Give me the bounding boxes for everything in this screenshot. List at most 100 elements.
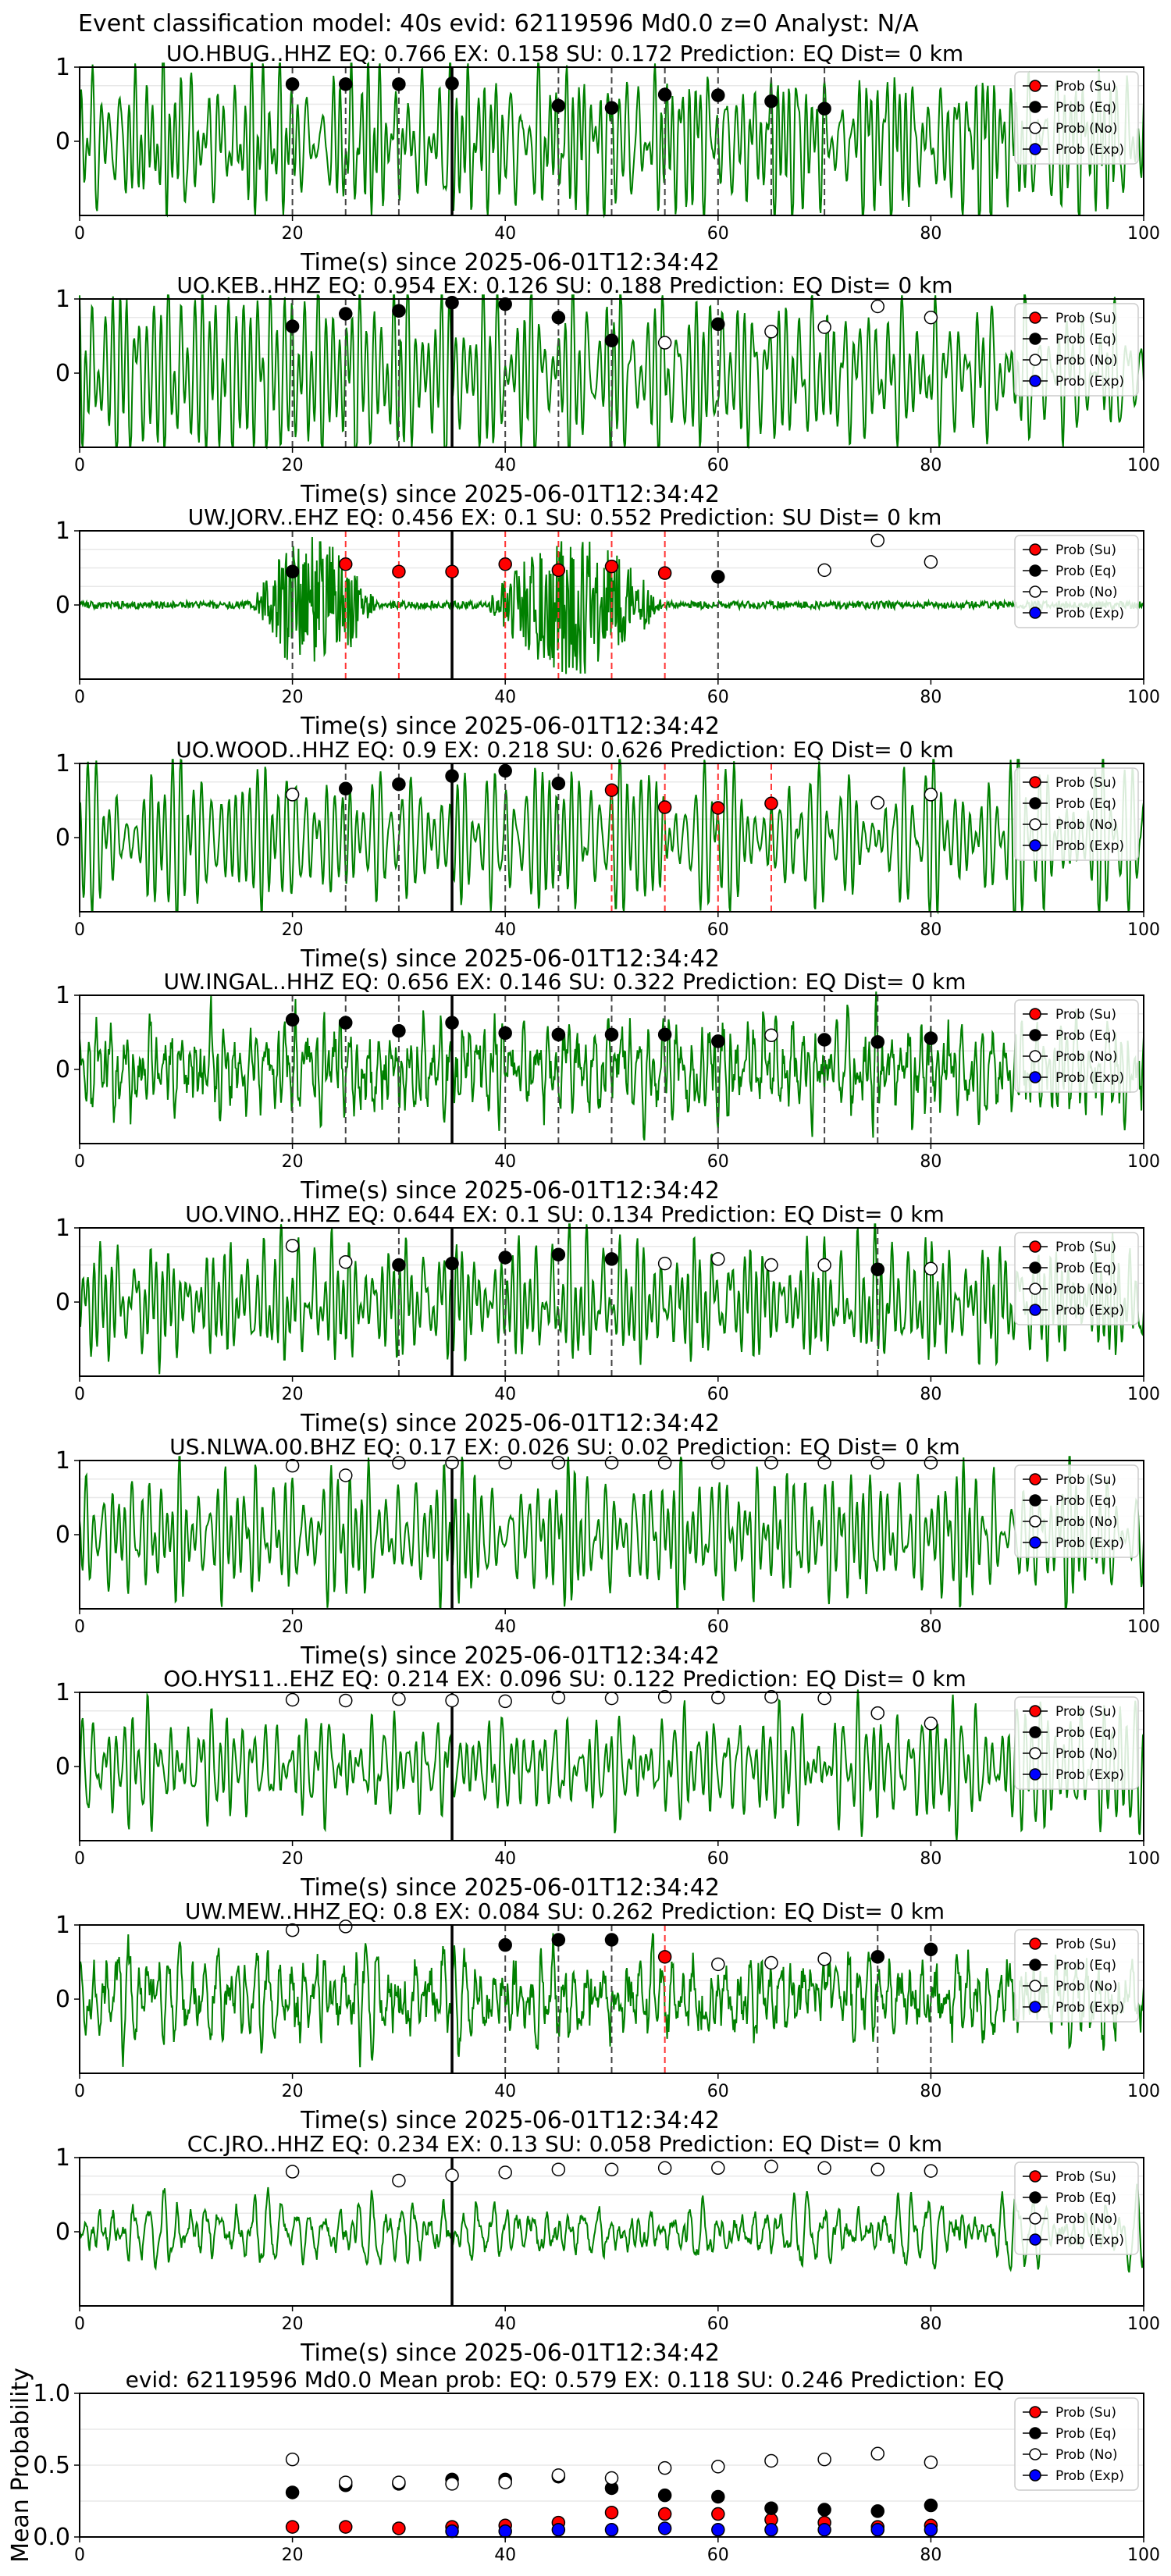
panel-7: US.NLWA.00.BHZ EQ: 0.17 EX: 0.026 SU: 0.… xyxy=(55,1434,1160,1670)
mean-point-no xyxy=(392,2475,406,2489)
mean-point-exp xyxy=(711,2523,725,2537)
prob-point-no xyxy=(604,2162,619,2176)
prob-point-no xyxy=(711,2161,725,2176)
mean-point-eq xyxy=(711,2489,725,2504)
x-tick-label: 40 xyxy=(494,1152,516,1172)
prob-point-no xyxy=(764,1258,778,1272)
prob-point-no xyxy=(764,2159,778,2174)
prob-point-no xyxy=(339,1254,353,1269)
legend-label: Prob (Su) xyxy=(1055,1007,1116,1023)
prob-point-eq xyxy=(870,1950,884,1964)
prob-point-eq xyxy=(339,77,353,91)
legend-box xyxy=(1014,2161,1139,2255)
mean-point-no xyxy=(657,2460,672,2475)
legend-marker-su xyxy=(1029,1240,1041,1253)
y-tick-label: 0 xyxy=(55,824,70,852)
x-tick-label: 80 xyxy=(920,2082,941,2101)
prob-point-eq xyxy=(711,570,725,584)
mean-point-no xyxy=(339,2475,353,2489)
mean-point-exp xyxy=(924,2523,938,2537)
x-tick-label: 100 xyxy=(1127,2314,1160,2334)
legend-marker-eq xyxy=(1029,797,1041,809)
prob-point-no xyxy=(924,1261,938,1276)
mean-point-su xyxy=(657,2507,672,2521)
x-tick-label: 100 xyxy=(1127,1152,1160,1172)
prob-point-su xyxy=(551,563,566,578)
x-tick-label: 0 xyxy=(74,1617,85,1637)
prob-point-eq xyxy=(392,77,406,91)
x-tick-label: 40 xyxy=(494,1617,516,1637)
prob-point-no xyxy=(870,533,884,548)
prob-point-no xyxy=(392,1456,406,1470)
prob-point-no xyxy=(339,1693,353,1708)
prob-point-no xyxy=(817,320,831,334)
mean-point-eq xyxy=(817,2503,831,2517)
panel-4: UO.WOOD..HHZ EQ: 0.9 EX: 0.218 SU: 0.626… xyxy=(55,737,1160,973)
legend-marker-no xyxy=(1029,2448,1041,2460)
x-tick-label: 100 xyxy=(1127,224,1160,244)
x-tick-label: 20 xyxy=(282,1849,304,1869)
y-tick-label: 1 xyxy=(55,982,70,1009)
legend-label: Prob (No) xyxy=(1055,121,1118,137)
prob-point-no xyxy=(657,1689,672,1704)
legend-label: Prob (Eq) xyxy=(1055,2190,1116,2206)
prob-point-eq xyxy=(551,311,566,325)
x-tick-label: 0 xyxy=(74,1152,85,1172)
prob-point-no xyxy=(285,1239,300,1253)
prob-point-eq xyxy=(498,297,512,311)
prob-point-no xyxy=(657,1456,672,1470)
prob-point-no xyxy=(285,788,300,802)
y-axis-label: Mean Probability xyxy=(7,2368,34,2563)
legend-marker-exp xyxy=(1029,2233,1041,2246)
legend-box xyxy=(1014,767,1139,861)
prob-point-su xyxy=(604,783,619,797)
legend-label: Prob (Exp) xyxy=(1055,1535,1124,1551)
panels: UO.HBUG..HHZ EQ: 0.766 EX: 0.158 SU: 0.1… xyxy=(7,41,1160,2565)
prob-point-eq xyxy=(445,76,459,91)
mean-point-eq xyxy=(657,2488,672,2503)
y-tick-label: 1.0 xyxy=(33,2380,70,2407)
prob-point-no xyxy=(924,1717,938,1731)
mean-point-exp xyxy=(817,2523,831,2537)
x-tick-label: 40 xyxy=(494,1385,516,1404)
legend: Prob (Su) Prob (Eq) Prob (No) Prob (Exp) xyxy=(1014,1696,1139,1790)
prob-point-su xyxy=(657,1950,672,1964)
prob-point-su xyxy=(764,796,778,811)
waveform-trace xyxy=(79,991,1144,1141)
mean-point-no xyxy=(498,2475,512,2489)
legend-marker-no xyxy=(1029,1980,1041,1992)
prob-point-no xyxy=(817,1691,831,1706)
prob-point-no xyxy=(924,555,938,569)
legend: Prob (Su) Prob (Eq) Prob (No) Prob (Exp) xyxy=(1014,303,1139,397)
legend-box xyxy=(1014,1464,1139,1558)
mean-point-exp xyxy=(498,2524,512,2539)
legend-marker-exp xyxy=(1029,607,1041,619)
legend-label: Prob (Eq) xyxy=(1055,1725,1116,1741)
x-tick-label: 60 xyxy=(707,1849,729,1869)
legend-marker-eq xyxy=(1029,1029,1041,1041)
prob-point-eq xyxy=(764,94,778,109)
x-tick-label: 20 xyxy=(282,1385,304,1404)
plot-area xyxy=(79,991,1144,1144)
prob-point-su xyxy=(711,801,725,815)
legend-label: Prob (No) xyxy=(1055,2447,1118,2463)
prob-point-eq xyxy=(817,101,831,116)
legend-marker-no xyxy=(1029,585,1041,598)
prob-point-no xyxy=(924,311,938,325)
legend: Prob (Su) Prob (Eq) Prob (No) Prob (Exp) xyxy=(1014,1929,1139,2023)
x-tick-label: 20 xyxy=(282,1152,304,1172)
legend-marker-no xyxy=(1029,1747,1041,1759)
prob-point-no xyxy=(870,299,884,314)
x-tick-label: 40 xyxy=(494,224,516,244)
prob-point-no xyxy=(657,1256,672,1271)
prob-point-no xyxy=(445,1456,459,1470)
panel-10: CC.JRO..HHZ EQ: 0.234 EX: 0.13 SU: 0.058… xyxy=(55,2131,1160,2367)
legend-marker-no xyxy=(1029,122,1041,134)
x-tick-label: 80 xyxy=(920,1385,941,1404)
legend-marker-eq xyxy=(1029,1959,1041,1971)
panel-5: UW.INGAL..HHZ EQ: 0.656 EX: 0.146 SU: 0.… xyxy=(55,969,1160,1204)
x-tick-label: 20 xyxy=(282,2546,304,2565)
x-tick-label: 0 xyxy=(74,2082,85,2101)
legend-label: Prob (No) xyxy=(1055,353,1118,368)
y-tick-label: 1 xyxy=(55,750,70,777)
